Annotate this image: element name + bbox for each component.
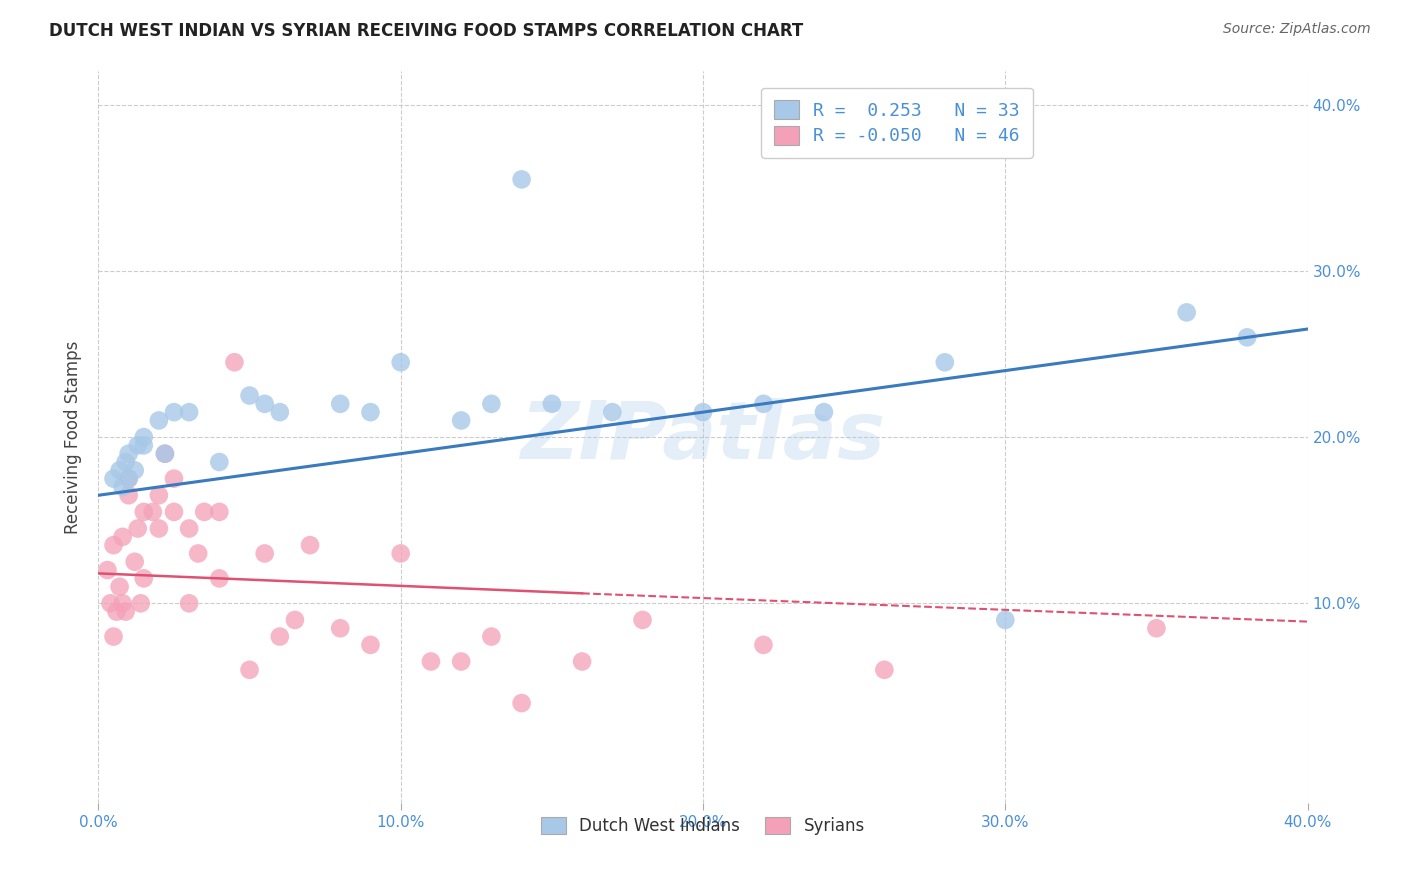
Point xyxy=(148,488,170,502)
Text: DUTCH WEST INDIAN VS SYRIAN RECEIVING FOOD STAMPS CORRELATION CHART: DUTCH WEST INDIAN VS SYRIAN RECEIVING FO… xyxy=(49,22,803,40)
Point xyxy=(752,397,775,411)
Point xyxy=(510,696,533,710)
Point xyxy=(118,472,141,486)
Point xyxy=(124,555,146,569)
Point xyxy=(100,596,122,610)
Point xyxy=(284,613,307,627)
Point xyxy=(103,630,125,644)
Point xyxy=(299,538,322,552)
Point xyxy=(163,505,186,519)
Point xyxy=(179,405,201,419)
Point xyxy=(118,447,141,461)
Point xyxy=(118,488,141,502)
Point xyxy=(208,455,231,469)
Point xyxy=(187,546,209,560)
Point xyxy=(148,413,170,427)
Point xyxy=(934,355,956,369)
Point xyxy=(450,413,472,427)
Point xyxy=(994,613,1017,627)
Point xyxy=(127,521,149,535)
Point xyxy=(239,388,262,402)
Point xyxy=(253,397,276,411)
Legend: Dutch West Indians, Syrians: Dutch West Indians, Syrians xyxy=(534,811,872,842)
Point xyxy=(360,638,382,652)
Point xyxy=(389,355,412,369)
Point xyxy=(420,655,443,669)
Point xyxy=(179,521,201,535)
Point xyxy=(873,663,896,677)
Point xyxy=(481,397,503,411)
Point xyxy=(132,571,155,585)
Point xyxy=(142,505,165,519)
Point xyxy=(813,405,835,419)
Y-axis label: Receiving Food Stamps: Receiving Food Stamps xyxy=(65,341,83,533)
Point xyxy=(1236,330,1258,344)
Point xyxy=(208,571,231,585)
Point xyxy=(389,546,412,560)
Point xyxy=(108,580,131,594)
Point xyxy=(450,655,472,669)
Point xyxy=(360,405,382,419)
Point xyxy=(752,638,775,652)
Point xyxy=(124,463,146,477)
Point xyxy=(96,563,118,577)
Point xyxy=(111,596,134,610)
Text: ZIPatlas: ZIPatlas xyxy=(520,398,886,476)
Point xyxy=(329,397,352,411)
Point xyxy=(148,521,170,535)
Point xyxy=(269,405,291,419)
Point xyxy=(510,172,533,186)
Text: Source: ZipAtlas.com: Source: ZipAtlas.com xyxy=(1223,22,1371,37)
Point xyxy=(631,613,654,627)
Point xyxy=(118,472,141,486)
Point xyxy=(224,355,246,369)
Point xyxy=(571,655,593,669)
Point xyxy=(602,405,624,419)
Point xyxy=(132,438,155,452)
Point xyxy=(540,397,562,411)
Point xyxy=(129,596,152,610)
Point xyxy=(111,530,134,544)
Point xyxy=(269,630,291,644)
Point xyxy=(153,447,176,461)
Point xyxy=(127,438,149,452)
Point xyxy=(163,405,186,419)
Point xyxy=(1144,621,1167,635)
Point xyxy=(105,605,128,619)
Point xyxy=(103,538,125,552)
Point xyxy=(329,621,352,635)
Point xyxy=(253,546,276,560)
Point xyxy=(114,605,136,619)
Point xyxy=(179,596,201,610)
Point xyxy=(692,405,714,419)
Point xyxy=(163,472,186,486)
Point xyxy=(103,472,125,486)
Point xyxy=(108,463,131,477)
Point xyxy=(132,430,155,444)
Point xyxy=(208,505,231,519)
Point xyxy=(239,663,262,677)
Point xyxy=(111,480,134,494)
Point xyxy=(1175,305,1198,319)
Point xyxy=(481,630,503,644)
Point xyxy=(193,505,215,519)
Point xyxy=(114,455,136,469)
Point xyxy=(132,505,155,519)
Point xyxy=(153,447,176,461)
